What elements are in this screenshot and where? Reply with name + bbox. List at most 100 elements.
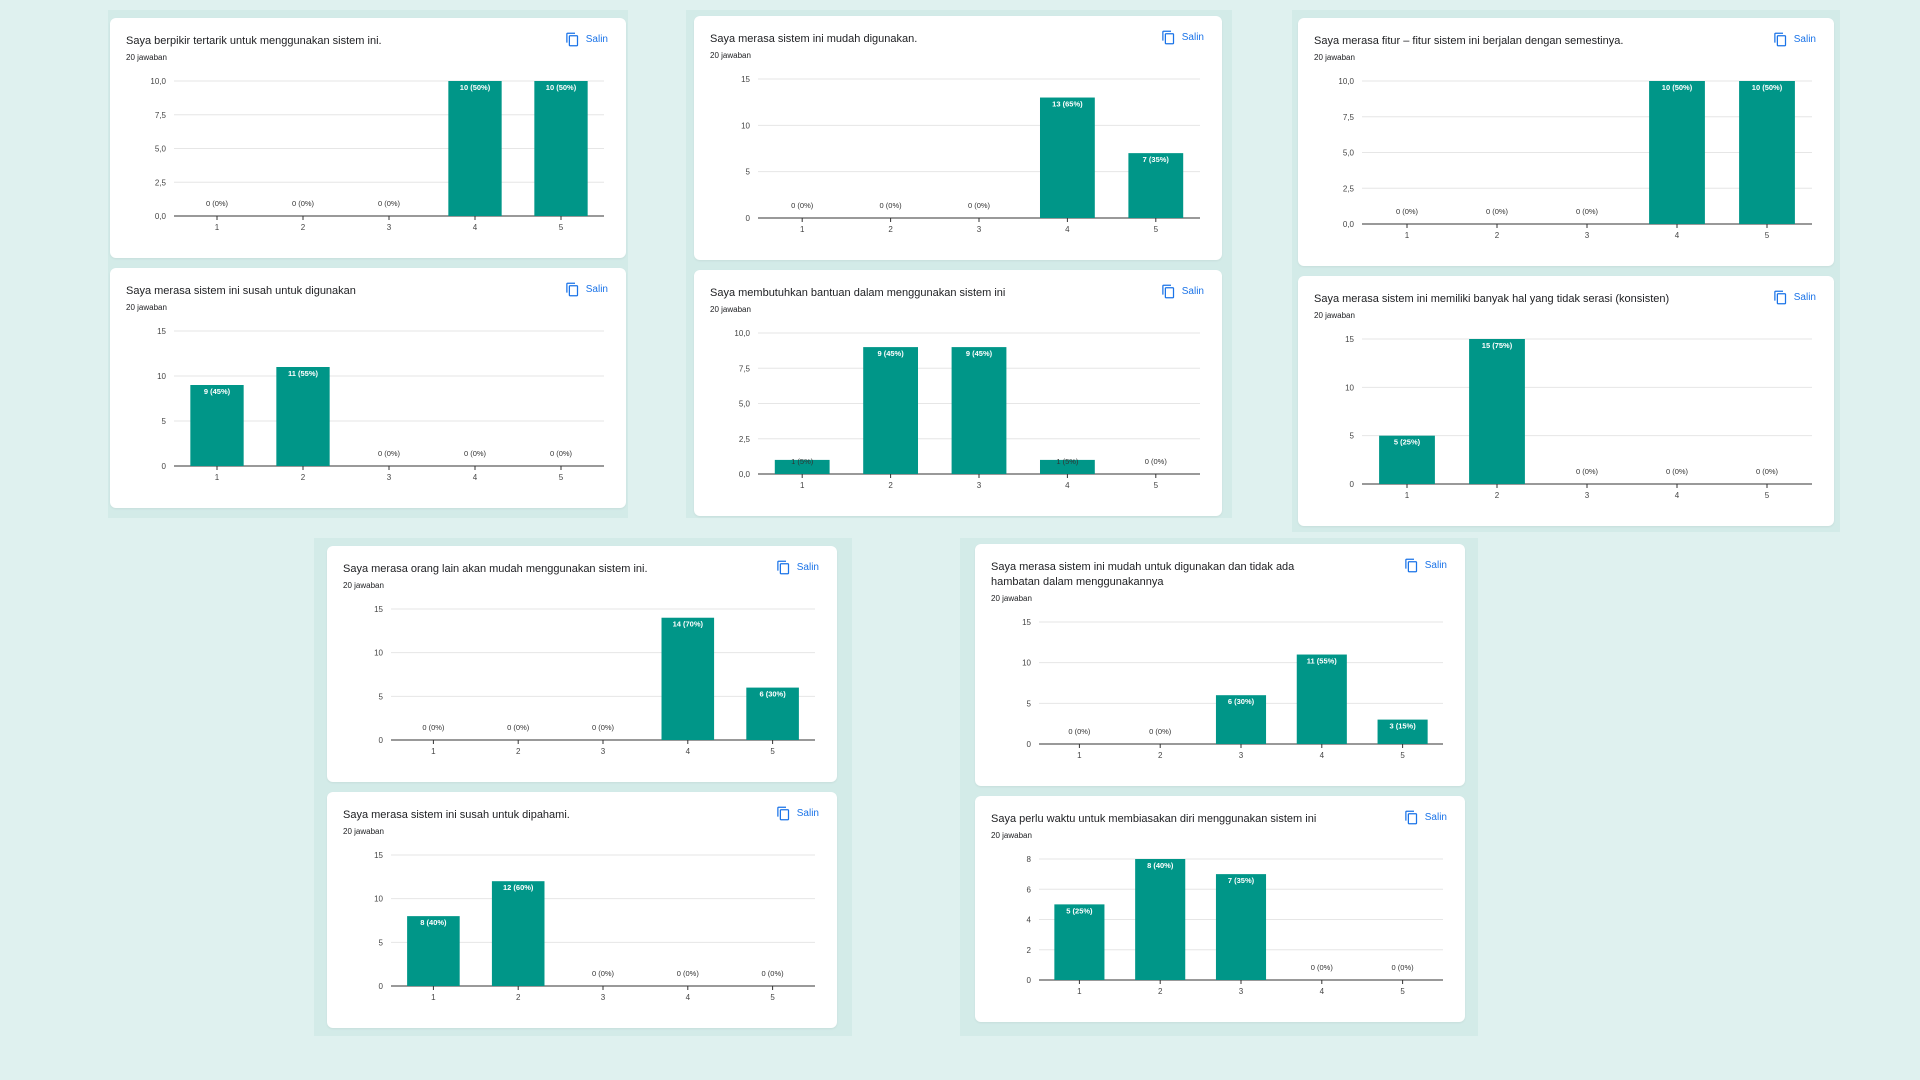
data-label: 7 (35%) xyxy=(1143,155,1170,164)
x-tick-label: 5 xyxy=(559,473,564,482)
copy-button[interactable]: Salin xyxy=(1773,290,1816,305)
y-tick-label: 0 xyxy=(379,982,384,991)
y-tick-label: 15 xyxy=(374,851,383,860)
y-tick-label: 4 xyxy=(1027,916,1032,925)
x-tick-label: 5 xyxy=(1765,491,1770,500)
y-tick-label: 10,0 xyxy=(1338,77,1354,86)
bar[interactable] xyxy=(1215,695,1267,744)
chart-card: Saya perlu waktu untuk membiasakan diri … xyxy=(975,796,1465,1022)
bar[interactable] xyxy=(1039,97,1095,218)
bar[interactable] xyxy=(1039,459,1095,474)
bar[interactable] xyxy=(1377,719,1428,744)
response-count: 20 jawaban xyxy=(991,594,1032,603)
chart-title: Saya merasa sistem ini susah untuk dipah… xyxy=(343,809,570,821)
data-label: 7 (35%) xyxy=(1228,876,1255,885)
x-tick-label: 1 xyxy=(1405,231,1410,240)
copy-button[interactable]: Salin xyxy=(1161,284,1204,299)
bar[interactable] xyxy=(951,347,1007,474)
x-tick-label: 1 xyxy=(215,473,220,482)
y-tick-label: 15 xyxy=(374,605,383,614)
y-tick-label: 5 xyxy=(379,938,384,947)
copy-icon xyxy=(1405,558,1417,573)
bar-chart: 0 2 4 6 8 5 (25%) 1 8 (40%) 2 7 (35%) 3 0 (0%) 4 0 (0… xyxy=(1027,855,1443,996)
x-tick-label: 3 xyxy=(1585,231,1590,240)
copy-button[interactable]: Salin xyxy=(1773,32,1816,47)
chart-title: Saya merasa fitur – fitur sistem ini ber… xyxy=(1314,35,1624,47)
data-label: 6 (30%) xyxy=(759,690,786,699)
y-tick-label: 5,0 xyxy=(739,400,751,409)
bar-chart: 0 5 10 15 8 (40%) 1 12 (60%) 2 0 (0%) 3 0 (0%) 4 0 (… xyxy=(374,851,815,1002)
data-label: 8 (40%) xyxy=(420,918,447,927)
bar[interactable] xyxy=(448,81,502,216)
bar[interactable] xyxy=(534,81,588,216)
data-label: 0 (0%) xyxy=(464,449,487,458)
copy-icon xyxy=(1405,810,1417,825)
bar[interactable] xyxy=(190,385,244,466)
data-label: 0 (0%) xyxy=(592,723,615,732)
x-tick-label: 4 xyxy=(473,223,478,232)
y-tick-label: 15 xyxy=(1345,335,1354,344)
y-tick-label: 5,0 xyxy=(155,145,167,154)
copy-button[interactable]: Salin xyxy=(565,282,608,297)
bar[interactable] xyxy=(1469,339,1525,484)
bar[interactable] xyxy=(407,916,460,986)
bar[interactable] xyxy=(491,881,545,986)
bar[interactable] xyxy=(276,367,330,466)
copy-label: Salin xyxy=(1181,286,1204,297)
bar[interactable] xyxy=(1135,859,1186,980)
y-tick-label: 0 xyxy=(379,736,384,745)
y-tick-label: 15 xyxy=(157,327,166,336)
chart-card: Saya merasa fitur – fitur sistem ini ber… xyxy=(1298,18,1834,266)
bar[interactable] xyxy=(1296,654,1347,744)
bar[interactable] xyxy=(1054,904,1105,980)
copy-button[interactable]: Salin xyxy=(1161,30,1204,45)
copy-button[interactable]: Salin xyxy=(776,806,819,821)
bar[interactable] xyxy=(661,617,715,740)
y-tick-label: 10 xyxy=(741,121,750,130)
x-tick-label: 1 xyxy=(215,223,220,232)
x-tick-label: 3 xyxy=(387,223,392,232)
copy-button[interactable]: Salin xyxy=(1404,810,1447,825)
bar[interactable] xyxy=(774,459,830,474)
x-tick-label: 2 xyxy=(301,223,306,232)
bar[interactable] xyxy=(1215,874,1267,980)
data-label: 9 (45%) xyxy=(877,349,904,358)
chart-card: Saya berpikir tertarik untuk menggunakan… xyxy=(110,18,626,258)
data-label: 0 (0%) xyxy=(550,449,573,458)
y-tick-label: 7,5 xyxy=(155,111,167,120)
copy-icon xyxy=(566,282,578,297)
copy-icon xyxy=(1162,284,1174,299)
x-tick-label: 4 xyxy=(1065,225,1070,234)
copy-button[interactable]: Salin xyxy=(776,560,819,575)
y-tick-label: 15 xyxy=(741,75,750,84)
data-label: 0 (0%) xyxy=(292,199,315,208)
chart-title: Saya membutuhkan bantuan dalam menggunak… xyxy=(710,287,1006,299)
x-tick-label: 4 xyxy=(1320,987,1325,996)
bar[interactable] xyxy=(1128,153,1184,218)
response-count: 20 jawaban xyxy=(1314,311,1355,320)
bar[interactable] xyxy=(746,687,799,740)
copy-label: Salin xyxy=(1793,34,1816,45)
x-tick-label: 5 xyxy=(1765,231,1770,240)
data-label: 0 (0%) xyxy=(677,969,700,978)
copy-button[interactable]: Salin xyxy=(1404,558,1447,573)
copy-icon xyxy=(777,806,789,821)
copy-icon xyxy=(1774,32,1786,47)
copy-button[interactable]: Salin xyxy=(565,32,608,47)
data-label: 15 (75%) xyxy=(1482,341,1513,350)
chart-card: Saya merasa sistem ini susah untuk dipah… xyxy=(327,792,837,1028)
data-label: 10 (50%) xyxy=(1752,83,1783,92)
x-tick-label: 5 xyxy=(1400,987,1405,996)
y-tick-label: 7,5 xyxy=(739,364,751,373)
x-tick-label: 1 xyxy=(431,993,436,1002)
data-label: 8 (40%) xyxy=(1147,861,1174,870)
bar[interactable] xyxy=(1379,435,1435,484)
response-count: 20 jawaban xyxy=(1314,53,1355,62)
bar[interactable] xyxy=(1649,81,1705,224)
bar[interactable] xyxy=(863,347,919,474)
x-tick-label: 2 xyxy=(888,225,893,234)
x-tick-label: 2 xyxy=(516,747,521,756)
bar[interactable] xyxy=(1739,81,1795,224)
chart-title: Saya perlu waktu untuk membiasakan diri … xyxy=(991,813,1317,825)
y-tick-label: 2,5 xyxy=(739,435,751,444)
